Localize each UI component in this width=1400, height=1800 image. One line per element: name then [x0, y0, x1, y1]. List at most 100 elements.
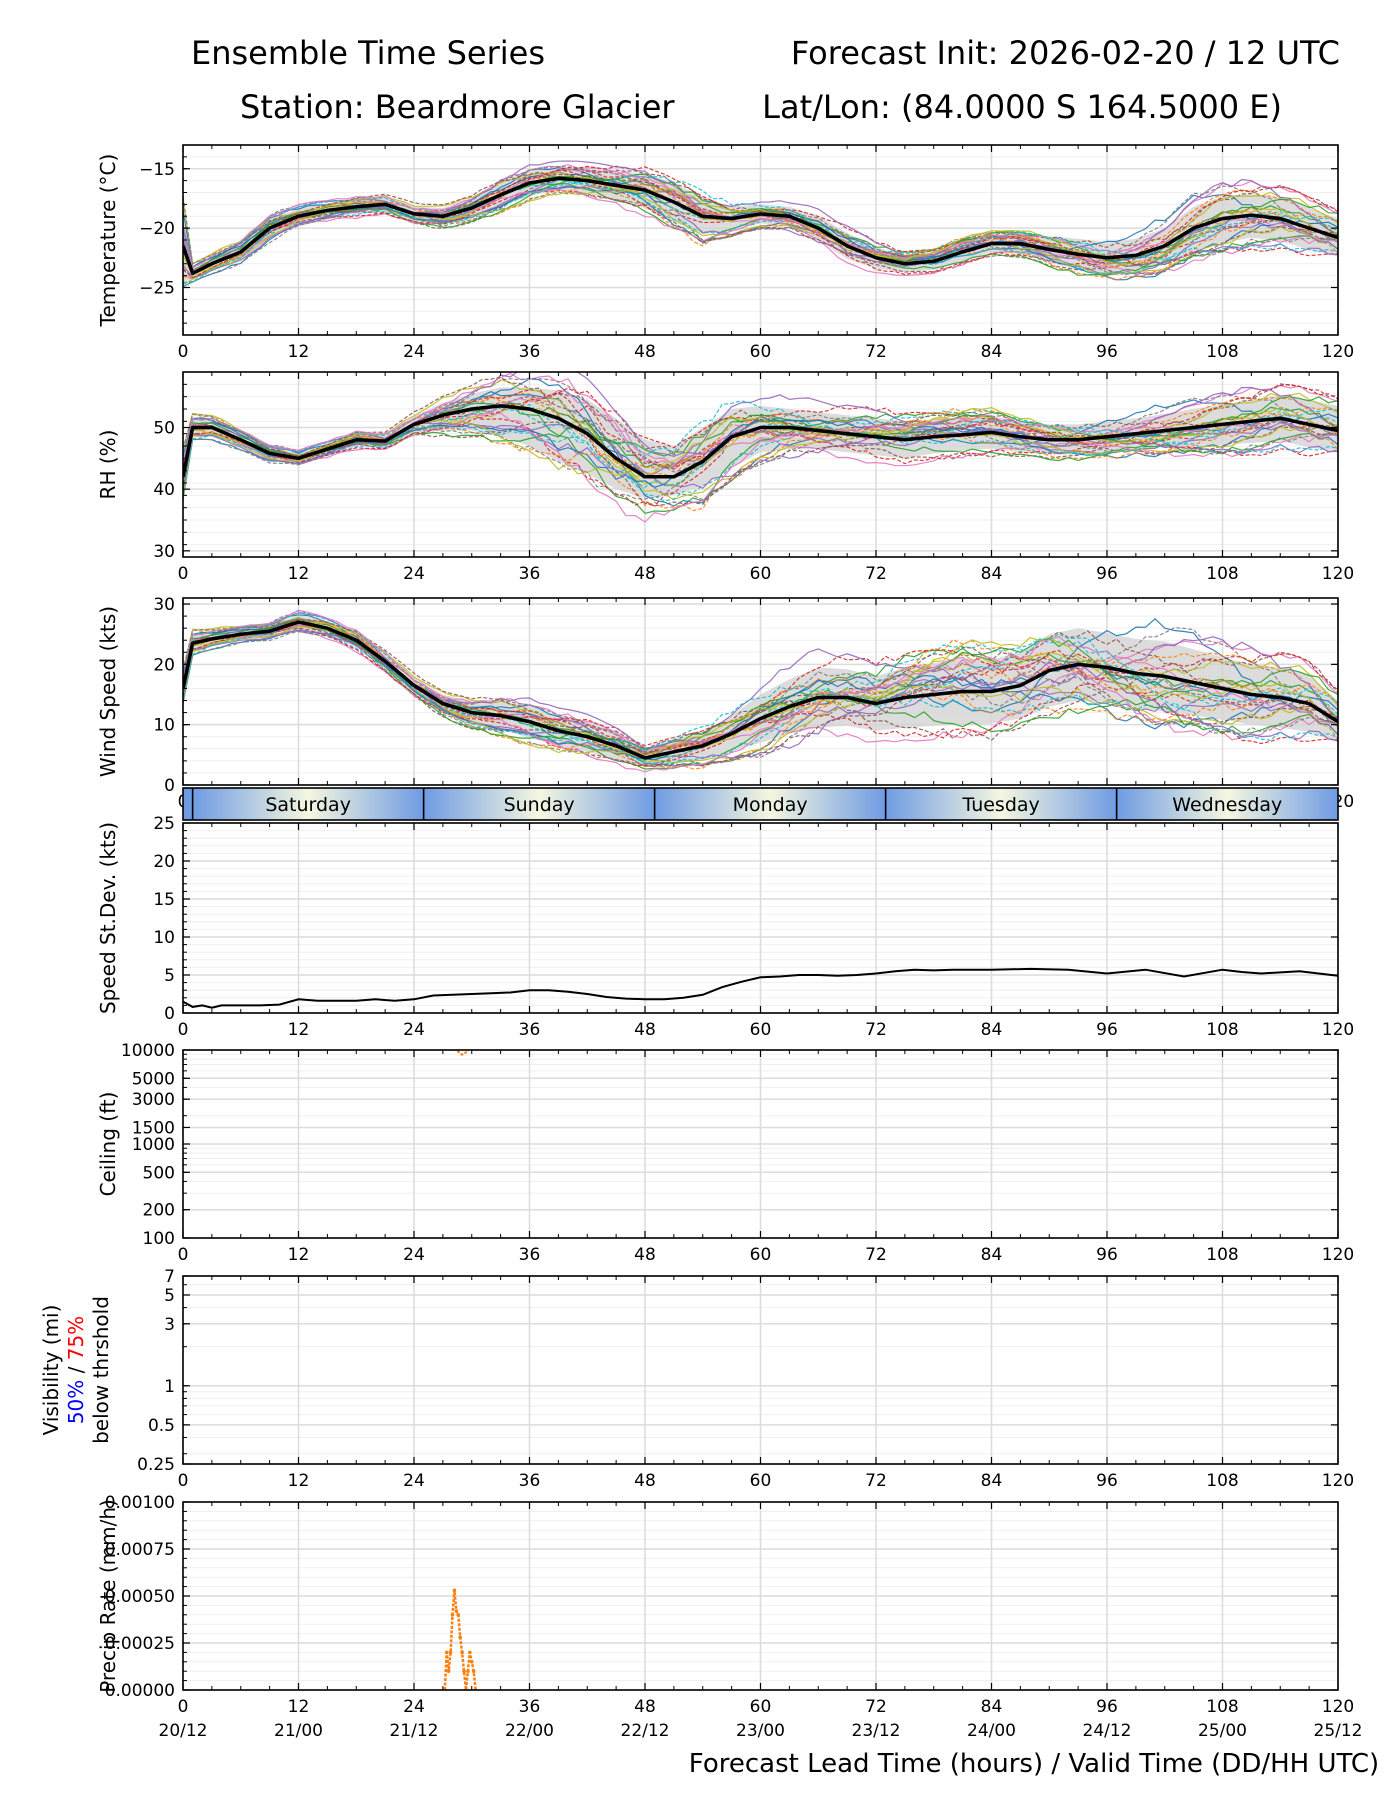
x-tick-label: 36 — [519, 564, 541, 584]
x-tick-label: 120 — [1322, 1020, 1354, 1040]
y-axis-label-below: below thrshold — [89, 1296, 113, 1444]
member-line — [183, 171, 1338, 279]
x-tick-label: 48 — [634, 1245, 656, 1265]
y-tick-label: 0.5 — [148, 1416, 175, 1436]
precip-point — [471, 1669, 476, 1673]
x-tick-label: 48 — [634, 564, 656, 584]
mean-line — [183, 404, 1338, 479]
day-segment-tuesday — [885, 788, 1117, 820]
x-tick-label: 60 — [750, 1020, 772, 1040]
precip-point — [452, 1588, 457, 1593]
member-line — [183, 191, 1338, 265]
member-line — [183, 405, 1338, 523]
x-tick-label: 60 — [750, 564, 772, 584]
x-tick-label: 24 — [403, 564, 425, 584]
member-line — [183, 396, 1338, 495]
precip-point — [456, 1613, 461, 1617]
y-tick-label: 0.00050 — [105, 1587, 175, 1607]
vis-50-label: 50% — [64, 1380, 88, 1424]
y-axis-label: Wind Speed (kts) — [96, 606, 120, 777]
member-line — [183, 411, 1338, 480]
y-axis-label: Speed St.Dev. (kts) — [96, 822, 120, 1014]
valid-time-label: 22/12 — [621, 1721, 670, 1741]
day-band-frame — [182, 787, 1339, 821]
y-tick-label: −25 — [139, 279, 175, 299]
x-tick-label: 24 — [403, 1471, 425, 1491]
day-label-sunday: Sunday — [504, 794, 575, 816]
x-tick-label: 12 — [288, 342, 310, 362]
y-axis-label: Precip Rate (mm/h) — [96, 1499, 120, 1693]
y-tick-label: 30 — [153, 595, 175, 615]
valid-time-label: 24/12 — [1083, 1721, 1132, 1741]
day-label-wednesday: Wednesday — [1172, 794, 1282, 816]
x-tick-label: 108 — [1206, 1471, 1238, 1491]
member-line — [183, 618, 1338, 767]
valid-time-label: 21/12 — [390, 1721, 439, 1741]
panel-data — [183, 967, 1338, 1009]
member-line — [183, 403, 1338, 502]
member-line — [183, 372, 1338, 488]
x-tick-label: 60 — [750, 342, 772, 362]
member-line — [183, 394, 1338, 501]
member-line — [183, 392, 1338, 512]
x-tick-label: 36 — [519, 342, 541, 362]
valid-time-label: 24/00 — [967, 1721, 1016, 1741]
member-line — [183, 612, 1338, 760]
member-line — [183, 160, 1338, 279]
y-tick-label: 0.00025 — [105, 1634, 175, 1654]
y-tick-label: 50 — [153, 419, 175, 439]
x-tick-label: 84 — [981, 1471, 1003, 1491]
panel-temperature: 0 12 24 36 48 60 72 84 96 108 120 −25 −20 −15 Temperat… — [96, 144, 1354, 362]
y-tick-label: 20 — [153, 655, 175, 675]
x-tick-label: 96 — [1096, 1471, 1118, 1491]
x-tick-label: 84 — [981, 1697, 1003, 1717]
y-tick-label: 0.00000 — [105, 1681, 175, 1701]
precip-point — [468, 1650, 472, 1655]
valid-time-label: 21/00 — [274, 1721, 323, 1741]
y-tick-label: 0 — [164, 776, 175, 796]
x-tick-label: 72 — [865, 1020, 887, 1040]
member-line — [183, 400, 1338, 499]
x-tick-label: 60 — [750, 1697, 772, 1717]
x-tick-label: 72 — [865, 342, 887, 362]
x-tick-label: 72 — [865, 1245, 887, 1265]
spread-band — [183, 387, 1338, 499]
day-label-monday: Monday — [733, 794, 808, 816]
y-tick-label: 0.00075 — [105, 1540, 175, 1560]
y-tick-label: 500 — [143, 1163, 175, 1183]
x-tick-label: 48 — [634, 1020, 656, 1040]
member-line — [183, 386, 1338, 489]
member-line — [183, 376, 1338, 507]
x-tick-label: 120 — [1322, 1697, 1354, 1717]
valid-time-label: 20/12 — [159, 1721, 208, 1741]
member-line — [183, 173, 1338, 276]
x-tick-label: 12 — [288, 1471, 310, 1491]
x-tick-label: 108 — [1206, 1245, 1238, 1265]
y-tick-label: 0.00100 — [105, 1493, 175, 1513]
valid-time-label: 25/00 — [1198, 1721, 1247, 1741]
y-tick-label: 200 — [143, 1201, 175, 1221]
member-line — [183, 189, 1338, 279]
x-tick-label: 108 — [1206, 342, 1238, 362]
member-line — [183, 188, 1338, 268]
y-tick-label: −15 — [139, 160, 175, 180]
member-line — [183, 413, 1338, 500]
x-tick-label: 36 — [519, 1697, 541, 1717]
member-line — [183, 178, 1338, 274]
valid-time-label: 25/12 — [1314, 1721, 1363, 1741]
x-tick-label: 120 — [1322, 1245, 1354, 1265]
y-tick-label: −20 — [139, 219, 175, 239]
member-line — [183, 387, 1338, 477]
x-tick-label: 0 — [178, 1020, 189, 1040]
member-line — [183, 627, 1338, 747]
x-tick-label: 24 — [403, 1697, 425, 1717]
x-tick-label: 60 — [750, 1245, 772, 1265]
member-line — [183, 622, 1338, 755]
member-line — [183, 621, 1338, 751]
y-tick-label: 1 — [164, 1377, 175, 1397]
station-name: Station: Beardmore Glacier — [240, 88, 675, 126]
x-tick-label: 96 — [1096, 1020, 1118, 1040]
panel-visibility: 0 12 24 36 48 60 72 84 96 108 120 0.25 0.5 1 3 57 Visibi… — [39, 1267, 1354, 1491]
y-axis-label-thresholds: 50% / 75% — [64, 1316, 88, 1424]
